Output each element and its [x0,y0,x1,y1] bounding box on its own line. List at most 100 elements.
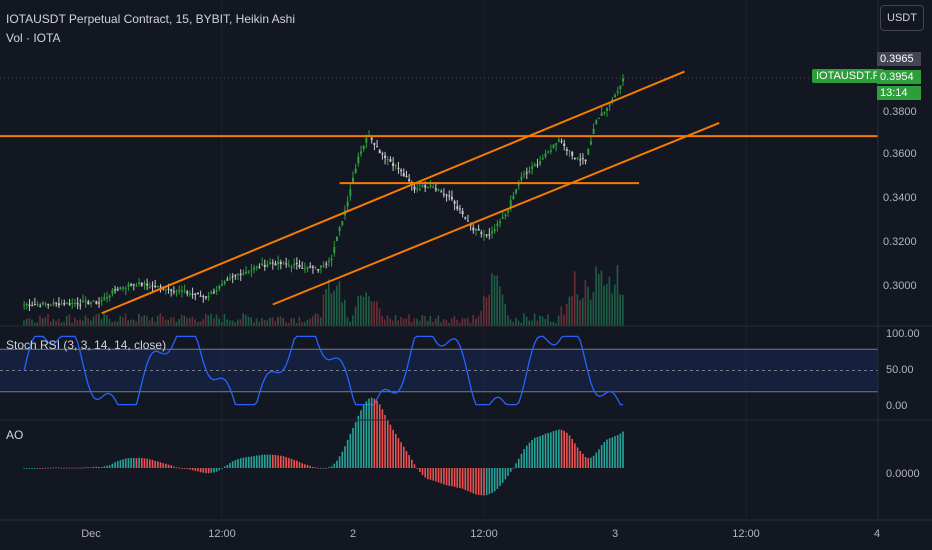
candle-body [365,138,368,143]
volume-bar [405,318,408,326]
candle-body [442,193,445,195]
candle-body [95,301,98,304]
candle-body [384,155,387,159]
candle-body [239,273,242,276]
volume-bar [557,315,560,326]
ao-bar [221,468,223,469]
volume-bar [499,286,501,326]
volume-legend[interactable]: Vol · IOTA [6,31,61,45]
ao-bar [135,458,138,468]
chart-title[interactable]: IOTAUSDT Perpetual Contract, 15, BYBIT, … [6,12,296,26]
volume-bar [167,319,170,326]
volume-bar [122,317,124,326]
ao-bar [576,447,579,468]
ao-bar [119,460,122,468]
candle-body [98,302,101,304]
currency-button[interactable]: USDT [880,5,924,31]
candle-body [172,291,175,293]
ao-bar [614,436,616,468]
ao-bar [92,466,95,468]
candle-body [614,95,616,98]
ao-bar [533,437,536,468]
ao-bar [181,468,183,469]
volume-bar [239,319,242,326]
ao-bar [31,468,33,469]
candle-body [100,300,103,302]
ao-bar [183,468,186,469]
ao-bar [253,456,255,468]
ao-bar [499,468,501,487]
volume-bar [68,314,71,326]
candle-body [448,195,451,197]
volume-bar [565,303,568,326]
ao-bar [416,468,418,469]
volume-bar [464,318,466,326]
time-label: 2 [349,528,357,540]
ao-bar [362,405,365,468]
ao-bar [547,432,549,468]
volume-bar [282,318,285,326]
ao-bar [23,468,25,469]
ao-bar [312,466,314,468]
candle-body [298,264,301,268]
ao-bar [84,467,87,468]
candle-body [194,293,197,295]
candle-body [261,263,264,266]
ao-bar [44,467,47,469]
candle-body [119,287,122,290]
candle-body [114,289,117,291]
ao-label[interactable]: AO [6,428,24,442]
candle-body [60,303,63,305]
candle-body [39,305,42,307]
volume-bar [533,313,536,326]
ao-bar [341,451,344,468]
volume-bar [587,286,589,326]
candle-body [63,303,66,305]
ao-bar [258,455,261,468]
stoch-rsi-label[interactable]: Stoch RSI (3, 3, 14, 14, close) [6,338,167,352]
volume-bar [373,301,375,326]
time-label: 12:00 [470,528,498,540]
volume-bar [322,294,325,326]
ao-bar [440,468,443,484]
volume-bar [541,316,544,326]
volume-bar [162,316,164,326]
candle-body [536,164,539,166]
ao-bar [488,468,491,495]
candle-body [314,267,317,269]
volume-bar [579,300,581,326]
volume-bar [509,319,512,326]
trendlines[interactable] [0,70,878,315]
volume-bar [605,283,608,326]
ao-bar [400,442,402,468]
ao-bar [427,468,429,480]
candle-body [445,194,448,196]
ao-bar [453,468,456,487]
volume-bar [221,322,223,326]
ao-bar [582,453,584,468]
volume-bar [448,322,450,326]
volume-bar [159,313,162,326]
volume-bar [600,270,603,326]
candle-body [592,128,595,135]
ao-bar [58,467,60,469]
volume-bar [416,318,418,326]
volume-bar [378,308,381,326]
candle-body [389,159,392,162]
ao-bar [296,460,298,468]
candle-body [362,145,365,149]
ao-bar [309,465,312,468]
volume-bar [437,315,440,326]
ao-bar [229,463,231,468]
volume-bar [488,294,490,326]
ao-bar [384,414,386,468]
volume-bar [445,320,448,326]
ao-bar [469,468,472,493]
candle-body [357,156,360,164]
candle-body [274,263,277,266]
time-label: Dec [81,528,101,540]
ao-bar [167,464,170,468]
candle-body [285,263,288,265]
candle-body [597,117,600,119]
